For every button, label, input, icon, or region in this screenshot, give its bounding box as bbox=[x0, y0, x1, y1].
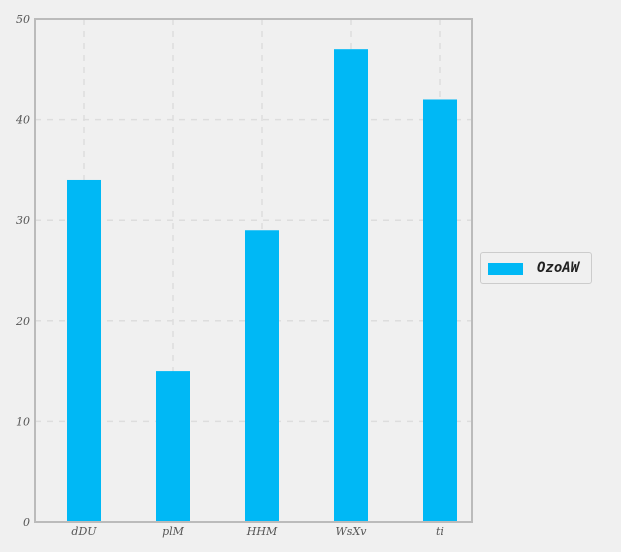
x-axis-ticks: dDU plM HHM WsXv ti bbox=[71, 525, 444, 538]
y-tick-label: 20 bbox=[15, 315, 30, 328]
y-tick-label: 30 bbox=[16, 214, 30, 227]
legend: OzoAW bbox=[480, 252, 592, 284]
bar-dDU bbox=[67, 179, 101, 522]
y-axis-ticks: 0 10 20 30 40 50 bbox=[15, 13, 30, 529]
legend-swatch bbox=[488, 263, 523, 275]
y-tick-label: 50 bbox=[16, 13, 30, 26]
legend-label: OzoAW bbox=[537, 260, 580, 276]
bars bbox=[67, 49, 457, 523]
x-tick-label: dDU bbox=[71, 525, 97, 538]
bar-HHM bbox=[245, 230, 279, 522]
y-tick-label: 10 bbox=[16, 415, 30, 428]
x-tick-label: plM bbox=[162, 525, 185, 538]
bar-plM bbox=[156, 371, 190, 522]
bar-WsXv bbox=[334, 49, 368, 523]
x-tick-label: WsXv bbox=[336, 525, 368, 538]
y-tick-label: 40 bbox=[15, 114, 30, 127]
x-tick-label: ti bbox=[436, 525, 444, 538]
plot-frame bbox=[34, 18, 473, 523]
x-tick-label: HHM bbox=[246, 525, 278, 538]
bar-ti bbox=[423, 99, 457, 522]
y-tick-label: 0 bbox=[23, 516, 30, 529]
